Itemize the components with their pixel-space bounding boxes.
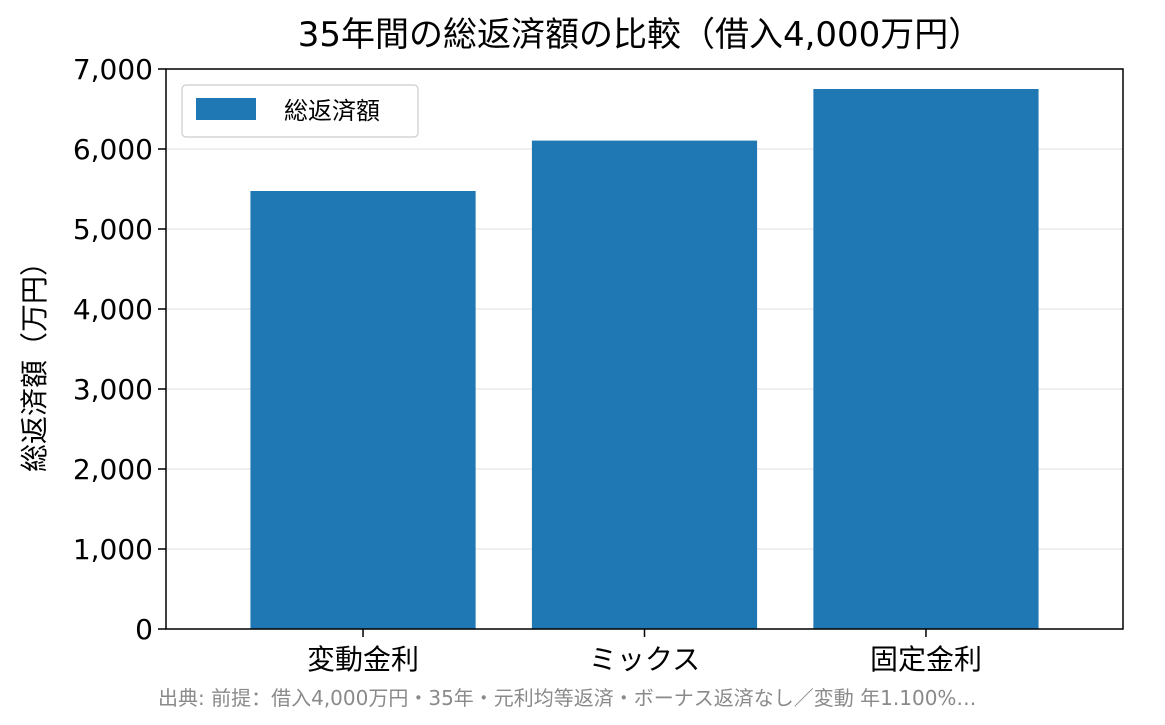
y-tick-label: 7,000 (73, 53, 153, 86)
legend-label: 総返済額 (284, 97, 380, 125)
y-tick-label: 3,000 (73, 373, 153, 406)
legend-swatch (196, 98, 256, 120)
y-tick-label: 0 (135, 613, 153, 646)
y-tick-label: 2,000 (73, 453, 153, 486)
chart-title: 35年間の総返済額の比較（借入4,000万円） (298, 15, 983, 55)
y-axis-label: 総返済額（万円） (18, 248, 51, 472)
y-tick-label: 4,000 (73, 293, 153, 326)
bar (813, 89, 1039, 629)
x-axis: 変動金利 ミックス 固定金利 (307, 629, 982, 676)
x-tick-label: ミックス (589, 643, 700, 676)
x-tick-label: 変動金利 (307, 643, 419, 676)
y-axis: 0 1,000 2,000 3,000 4,000 5,000 6,000 7,000 (73, 53, 166, 646)
bar-series (250, 89, 1039, 629)
source-note: 出典: 前提：借入4,000万円・35年・元利均等返済・ボーナス返済なし／変動 … (158, 686, 976, 710)
y-tick-label: 1,000 (73, 533, 153, 566)
bar (531, 140, 758, 629)
y-tick-label: 5,000 (73, 213, 153, 246)
x-tick-label: 固定金利 (870, 643, 982, 676)
y-tick-label: 6,000 (73, 133, 153, 166)
bar (250, 191, 476, 629)
legend: 総返済額 (181, 84, 419, 138)
